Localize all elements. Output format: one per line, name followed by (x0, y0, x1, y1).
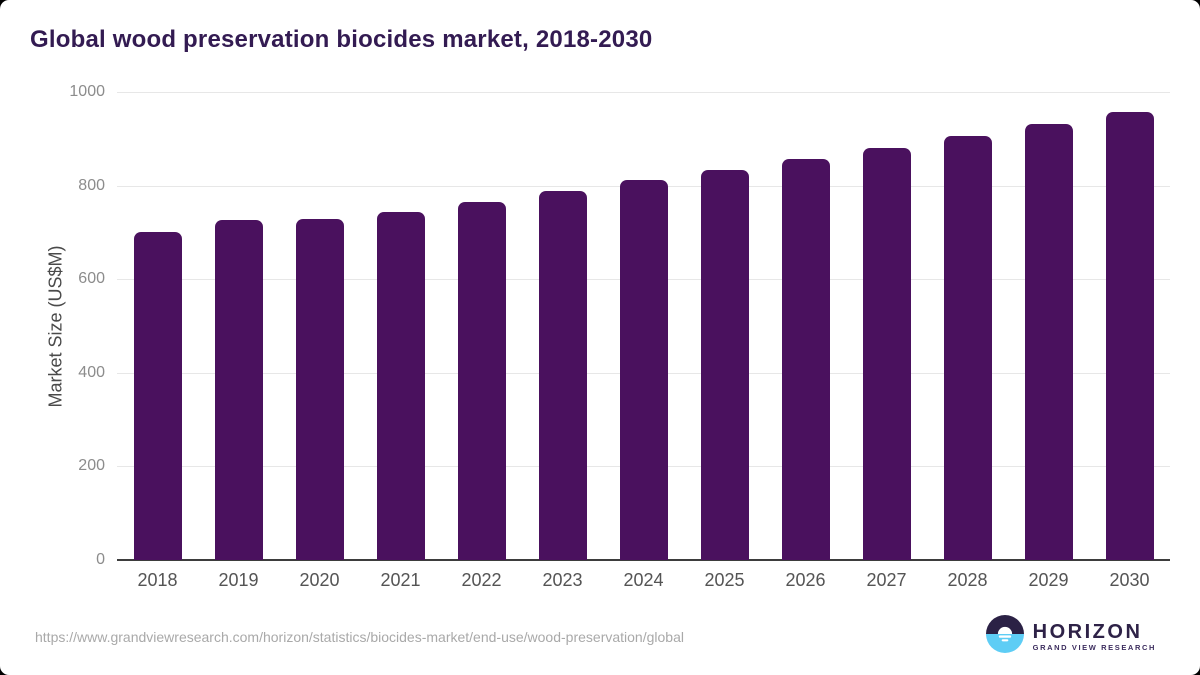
brand-name: HORIZON (1032, 620, 1143, 643)
horizon-sun-over-water-icon (985, 615, 1024, 658)
bar-2021 (376, 212, 425, 560)
y-tick-label: 600 (78, 270, 105, 288)
x-tick-label: 2027 (866, 570, 907, 590)
bar-2029 (1024, 124, 1073, 560)
x-tick-label: 2029 (1028, 570, 1069, 590)
x-axis-line (117, 559, 1170, 561)
x-tick-label: 2026 (785, 570, 826, 590)
x-tick-label: 2019 (218, 570, 259, 590)
brand-subtitle: GRAND VIEW RESEARCH (1032, 642, 1156, 652)
gridline (117, 92, 1170, 93)
x-tick-label: 2025 (704, 570, 745, 590)
bar-2027 (862, 148, 911, 560)
x-tick-label: 2020 (299, 570, 340, 590)
bar-2026 (781, 158, 830, 560)
bar-2024 (619, 180, 668, 560)
x-tick-label: 2028 (947, 570, 988, 590)
y-axis-title: Market Size (US$M) (45, 245, 66, 408)
x-tick-label: 2018 (137, 570, 178, 590)
bar-2030 (1105, 112, 1154, 560)
bar-2018 (133, 232, 182, 560)
x-tick-label: 2023 (542, 570, 583, 590)
y-tick-label: 0 (96, 551, 105, 568)
y-tick-label: 400 (78, 363, 105, 381)
brand-logo: HORIZON GRAND VIEW RESEARCH (985, 615, 1156, 658)
plot-area (117, 92, 1170, 561)
y-tick-label: 800 (78, 176, 105, 194)
bar-2028 (943, 136, 992, 560)
y-tick-label: 1000 (69, 83, 105, 100)
x-tick-label: 2030 (1109, 570, 1150, 590)
bar-2023 (538, 191, 587, 560)
bar-2025 (700, 169, 749, 560)
bar-2022 (457, 202, 506, 560)
chart-title: Global wood preservation biocides market… (30, 26, 653, 53)
source-url: https://www.grandviewresearch.com/horizo… (35, 629, 684, 645)
bar-2019 (214, 220, 263, 560)
brand-logo-text: HORIZON GRAND VIEW RESEARCH (1033, 621, 1156, 653)
y-tick-label: 200 (78, 457, 105, 475)
bar-2020 (295, 218, 344, 560)
x-tick-label: 2021 (380, 570, 421, 590)
x-tick-label: 2024 (623, 570, 664, 590)
x-tick-label: 2022 (461, 570, 502, 590)
